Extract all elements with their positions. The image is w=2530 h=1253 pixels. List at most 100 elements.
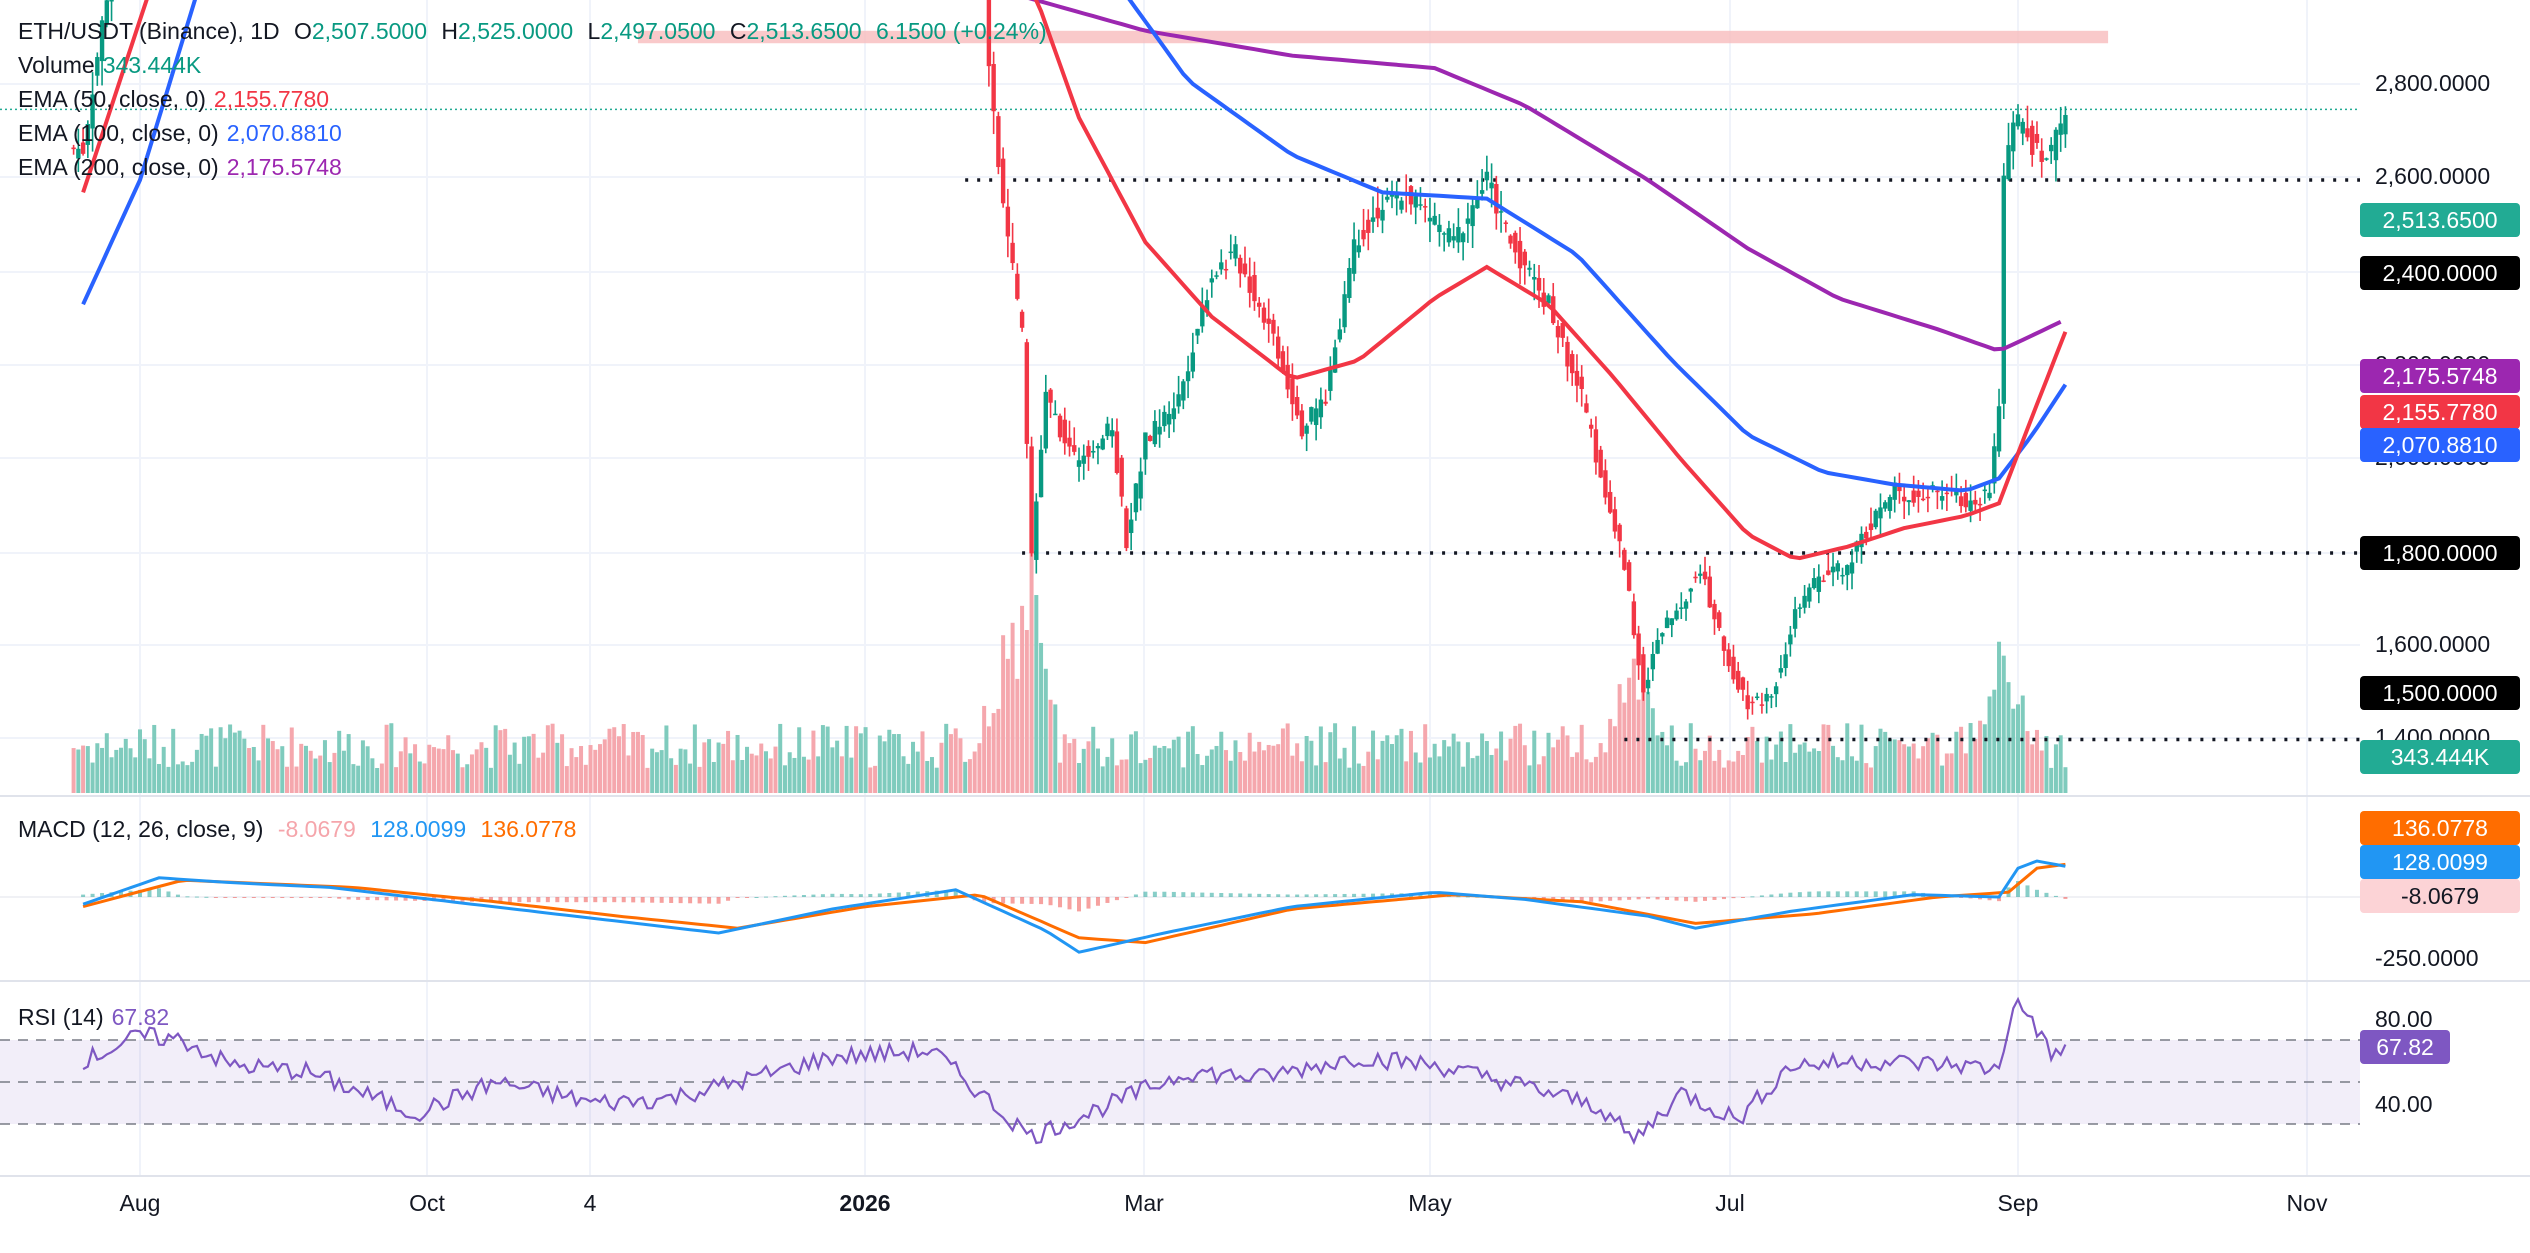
volume-bar xyxy=(322,740,327,793)
price-candles[interactable] xyxy=(71,0,2068,720)
volume-bar xyxy=(1518,723,1523,793)
candle-body xyxy=(1162,411,1167,427)
volume-bar xyxy=(1380,740,1385,793)
candle-body xyxy=(1209,278,1214,283)
macd-signal-tag: 136.0778 xyxy=(2360,811,2520,845)
price-axis-label: 2,800.0000 xyxy=(2375,70,2491,96)
macd-histogram-bar xyxy=(1902,891,1907,897)
volume-bar xyxy=(1252,751,1257,793)
volume-bar xyxy=(1366,751,1371,793)
macd-histogram-bar xyxy=(1579,897,1584,903)
volume-bar xyxy=(488,767,493,793)
volume-bar xyxy=(171,728,176,793)
macd-histogram-bar xyxy=(621,897,626,903)
volume-bar xyxy=(1375,759,1380,793)
macd-histogram-bar xyxy=(574,897,579,903)
volume-bar xyxy=(1622,702,1627,793)
level-1500-tag[interactable]: 1,500.0000 xyxy=(2360,676,2520,710)
candle-body xyxy=(2006,145,2011,180)
candle-body xyxy=(1024,342,1030,444)
volume-bar xyxy=(1091,726,1096,793)
volume-bar xyxy=(166,766,171,793)
candle-body xyxy=(76,148,81,159)
candle-body xyxy=(1740,677,1746,690)
macd-histogram-bar xyxy=(1020,897,1025,904)
volume-bar xyxy=(1361,765,1366,793)
macd-histogram-bar xyxy=(536,897,541,903)
candle-body xyxy=(1034,501,1039,560)
macd-histogram-bar xyxy=(375,897,380,901)
symbol-label[interactable]: ETH/USDT (Binance), 1D xyxy=(18,18,280,44)
ema50-legend[interactable]: EMA (50, close, 0) 2,155.7780 xyxy=(18,82,337,116)
candle-body xyxy=(1626,562,1632,591)
volume-bar xyxy=(95,743,100,793)
volume-bar xyxy=(1655,735,1660,793)
ema200-legend[interactable]: EMA (200, close, 0) 2,175.5748 xyxy=(18,150,350,184)
pane-separators[interactable] xyxy=(0,795,2530,1177)
candle-body xyxy=(1811,578,1817,589)
macd-histogram-bar xyxy=(688,897,693,904)
volume-bar xyxy=(1148,757,1153,793)
candle-body xyxy=(1792,609,1798,629)
volume-bar xyxy=(1171,739,1176,793)
time-axis-label: May xyxy=(1408,1190,1452,1216)
volume-bar xyxy=(1304,736,1309,793)
macd-pane[interactable] xyxy=(0,859,2360,954)
macd-histogram-bar xyxy=(175,894,180,897)
candle-body xyxy=(1954,490,1959,496)
volume-bar xyxy=(493,725,498,793)
level-1800-tag[interactable]: 1,800.0000 xyxy=(2360,536,2520,570)
volume-bar xyxy=(640,735,645,793)
macd-histogram-bar xyxy=(1361,893,1366,897)
volume-bar xyxy=(1167,748,1172,793)
macd-histogram-bar xyxy=(1342,893,1347,897)
ohlc-l-label: L xyxy=(587,18,601,44)
macd-histogram-bar xyxy=(251,897,256,898)
volume-bar xyxy=(441,749,446,793)
volume-bar xyxy=(1797,744,1802,793)
candle-body xyxy=(1166,413,1172,425)
macd-histogram-bar xyxy=(451,897,455,902)
candle-body xyxy=(1451,236,1456,241)
macd-histogram-bar xyxy=(299,897,304,898)
candle-body xyxy=(2044,158,2049,160)
macd-signal-value: 136.0778 xyxy=(480,816,577,842)
volume-value: 343.444K xyxy=(102,52,202,78)
macd-histogram-bar xyxy=(887,893,892,897)
volume-bar xyxy=(673,764,678,793)
candle-body xyxy=(986,0,992,67)
candle-body xyxy=(99,20,105,62)
volume-bar xyxy=(868,767,873,793)
volume-bar xyxy=(109,757,114,793)
candle-body xyxy=(1271,319,1276,334)
rsi-legend[interactable]: RSI (14) 67.82 xyxy=(18,1000,177,1034)
ohlc-l-value: 2,497.0500 xyxy=(600,18,716,44)
volume-legend[interactable]: Volume 343.444K xyxy=(18,48,209,82)
macd-histogram-bar xyxy=(194,896,199,898)
macd-legend[interactable]: MACD (12, 26, close, 9) -8.0679 128.0099… xyxy=(18,812,584,846)
candle-body xyxy=(2063,115,2068,135)
rsi-label: RSI (14) xyxy=(18,1004,104,1030)
volume-bar xyxy=(1100,766,1105,793)
candle-body xyxy=(95,57,100,76)
time-axis-label: 4 xyxy=(583,1190,597,1216)
candle-body xyxy=(1067,437,1072,447)
volume-bar xyxy=(1736,750,1741,793)
volume-bar xyxy=(1845,723,1850,793)
volume-bar xyxy=(1532,730,1537,793)
macd-histogram-bar xyxy=(612,897,617,903)
resistance-zone xyxy=(637,30,2109,44)
volume-bar xyxy=(1669,725,1674,793)
rsi-pane[interactable] xyxy=(0,996,2360,1146)
candle-body xyxy=(1935,490,1940,493)
ema100-legend[interactable]: EMA (100, close, 0) 2,070.8810 xyxy=(18,116,350,150)
macd-histogram-bar xyxy=(745,897,750,898)
candle-body xyxy=(2058,123,2063,135)
volume-bar xyxy=(76,749,81,793)
macd-histogram-bar xyxy=(1200,892,1205,897)
volume-bar xyxy=(465,764,470,793)
candle-body xyxy=(1290,378,1295,405)
macd-histogram-bar xyxy=(1010,897,1015,904)
level-2400-tag[interactable]: 2,400.0000 xyxy=(2360,256,2520,290)
